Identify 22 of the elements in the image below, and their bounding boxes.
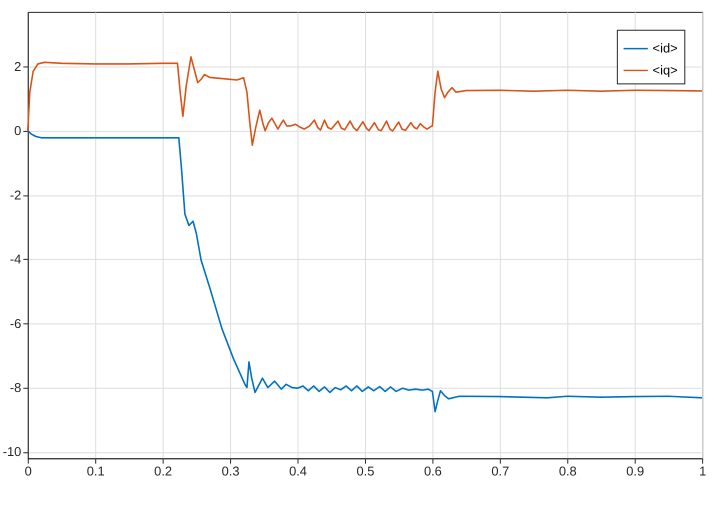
x-tick-label: 0.8 <box>558 464 577 479</box>
x-tick-label: 0.1 <box>86 464 105 479</box>
x-tick-label: 0.3 <box>222 464 240 479</box>
line-series <box>26 130 703 412</box>
y-tick-label: -4 <box>10 252 22 267</box>
y-tick-label: 0 <box>14 123 22 138</box>
x-tick-label: 0.5 <box>356 464 374 479</box>
y-tick-label: -2 <box>10 187 22 202</box>
x-tick-label: 0 <box>24 464 32 479</box>
x-tick-label: 0.6 <box>424 464 442 479</box>
x-tick-label: 0.4 <box>289 464 307 479</box>
x-tick-label: 0.7 <box>491 464 510 479</box>
y-tick-label: -8 <box>10 380 22 396</box>
x-tick-label: 0.2 <box>154 464 172 479</box>
y-tick-label: 2 <box>14 58 22 74</box>
x-tick-label: 0.9 <box>626 464 644 479</box>
y-tick-label: -6 <box>10 316 22 331</box>
x-tick-label: 1 <box>699 464 706 479</box>
y-tick-label: -10 <box>2 444 22 460</box>
legend-label: <iq> <box>652 62 678 78</box>
line-series <box>26 56 703 146</box>
legend-label: <id> <box>652 40 678 56</box>
